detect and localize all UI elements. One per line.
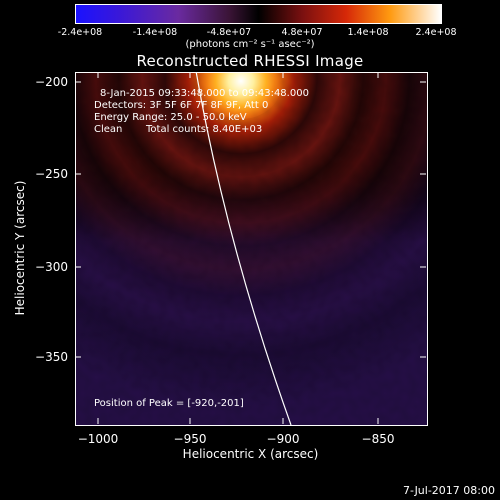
x-axis-label: Heliocentric X (arcsec): [182, 447, 319, 461]
y-tick-label: −350: [35, 350, 68, 364]
x-tick-label: −900: [266, 432, 300, 446]
x-tick-label: −850: [361, 432, 395, 446]
y-tick-label: −200: [35, 75, 68, 89]
time-range-label: 8-Jan-2015 09:33:48.000 to 09:43:48.000: [100, 88, 309, 99]
rhessi-image: [75, 72, 428, 426]
colorbar-tick: -2.4e+08: [57, 27, 103, 38]
peak-position-label: Position of Peak = [-920,-201]: [94, 398, 244, 409]
x-tick-label: −1000: [77, 432, 119, 446]
x-tick-label: −950: [173, 432, 207, 446]
energy-range-label: Energy Range: 25.0 - 50.0 keV: [94, 112, 247, 123]
detectors-label: Detectors: 3F 5F 6F 7F 8F 9F, Att 0: [94, 100, 269, 111]
colorbar-tick: -4.8e+07: [206, 27, 252, 38]
colorbar: [75, 4, 442, 24]
algorithm-label: Clean: [94, 124, 123, 135]
image-title: Reconstructed RHESSI Image: [136, 52, 364, 70]
colorbar-tick: -1.4e+08: [132, 27, 178, 38]
y-tick-label: −250: [35, 167, 68, 181]
colorbar-tick: 2.4e+08: [415, 27, 457, 38]
y-tick-label: −300: [35, 260, 68, 274]
total-counts-label: Total counts: 8.40E+03: [146, 124, 263, 135]
footer-date: 7-Jul-2017 08:00: [402, 484, 495, 497]
y-axis-label: Heliocentric Y (arcsec): [13, 180, 27, 316]
colorbar-tick: 1.4e+08: [347, 27, 389, 38]
colorbar-units: (photons cm⁻² s⁻¹ asec⁻²): [185, 39, 315, 50]
colorbar-tick: 4.8e+07: [281, 27, 323, 38]
